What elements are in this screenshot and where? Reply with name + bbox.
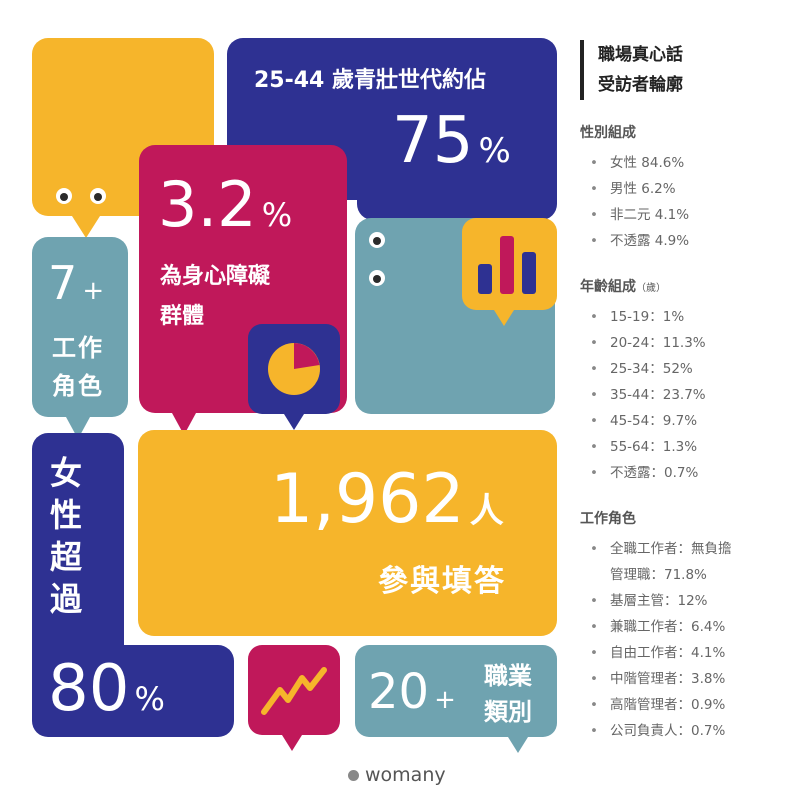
age-heading-unit: （歲） — [636, 283, 666, 294]
roles-stat-value: 7 — [48, 256, 78, 310]
women-stat-value: 80 — [48, 652, 130, 726]
women-stat-bubble — [32, 433, 124, 653]
roles-stat-line1: 工作 — [52, 334, 104, 362]
role-heading: 工作角色 — [580, 511, 636, 527]
list-item: 15-19：1% — [580, 304, 785, 330]
women-stat-char: 女 — [50, 454, 83, 492]
list-item: 35-44：23.7% — [580, 382, 785, 408]
logo-dot-icon — [348, 770, 359, 781]
disability-stat-value-wrap: 3.2 % — [158, 168, 292, 241]
roles-stat-plus: + — [82, 276, 105, 306]
yellow-face-bubble — [32, 38, 214, 216]
jobs-bubble-tail — [508, 737, 528, 753]
gender-heading: 性別組成 — [580, 125, 636, 141]
list-item: 女性 84.6% — [580, 150, 785, 176]
list-item: 全職工作者：無負擔 管理職：71.8% — [580, 536, 785, 588]
list-item: 中階管理者：3.8% — [580, 666, 785, 692]
jobs-stat-plus: + — [434, 685, 456, 715]
list-item-line2: 管理職：71.8% — [610, 567, 707, 583]
jobs-stat-value: 20 — [368, 664, 430, 720]
women-stat-unit: % — [134, 680, 165, 718]
teal-left-eye-icon — [369, 232, 385, 248]
age-stat-value: 75 — [392, 104, 474, 178]
jobs-stat-bubble — [355, 645, 557, 737]
list-item: 55-64：1.3% — [580, 434, 785, 460]
women-stat-char: 超 — [50, 538, 83, 576]
respondents-stat-bubble — [138, 430, 557, 636]
respondents-stat-caption: 參與填答 — [378, 564, 506, 599]
list-item: 不透露 4.9% — [580, 228, 785, 254]
list-item: 高階管理者：0.9% — [580, 692, 785, 718]
sidebar-title: 職場真心話 受訪者輪廓 — [580, 40, 785, 100]
yellow-bubble-tail — [72, 216, 100, 238]
women-stat-bubble-lower — [32, 645, 234, 737]
jobs-stat-value-wrap: 20 + — [368, 664, 456, 720]
age-stat-label: 25-44 歲青壯世代約佔 — [254, 68, 487, 93]
womany-logo: womany — [348, 764, 446, 786]
age-heading-text: 年齡組成 — [580, 279, 636, 295]
bar-chart-icon — [478, 236, 536, 294]
role-list: 全職工作者：無負擔 管理職：71.8% 基層主管：12% 兼職工作者：6.4% … — [580, 536, 785, 744]
list-item: 基層主管：12% — [580, 588, 785, 614]
roles-stat-value-wrap: 7 + — [48, 256, 104, 310]
women-stat-char: 過 — [50, 580, 83, 618]
sidebar-title-line1: 職場真心話 — [598, 45, 683, 65]
list-item: 兼職工作者：6.4% — [580, 614, 785, 640]
respondents-stat-unit: 人 — [469, 491, 504, 531]
roles-stat-line2: 角色 — [52, 372, 104, 400]
pie-chart-icon — [268, 343, 320, 395]
left-eye-icon — [56, 188, 72, 204]
roles-stat-bubble — [32, 237, 128, 417]
list-item: 不透露：0.7% — [580, 460, 785, 486]
list-item-line1: 全職工作者：無負擔 — [610, 541, 732, 557]
age-stat-unit: % — [478, 131, 511, 171]
disability-stat-unit: % — [261, 196, 293, 234]
line-chart-bubble-tail — [282, 735, 302, 751]
jobs-stat-line2: 類別 — [484, 698, 532, 726]
disability-stat-line1: 為身心障礙 — [160, 264, 271, 289]
jobs-stat-line1: 職業 — [484, 662, 532, 690]
bar-chart-bubble-tail — [494, 310, 514, 326]
age-list: 15-19：1% 20-24：11.3% 25-34：52% 35-44：23.… — [580, 304, 785, 486]
pie-chart-bubble-tail — [284, 414, 304, 430]
women-stat-char: 性 — [50, 496, 83, 534]
list-item: 自由工作者：4.1% — [580, 640, 785, 666]
respondents-stat-value-wrap: 1,962 人 — [270, 460, 504, 539]
age-heading: 年齡組成（歲） — [580, 276, 785, 296]
respondents-stat-value: 1,962 — [270, 460, 465, 539]
sidebar-title-line2: 受訪者輪廓 — [598, 75, 683, 95]
gender-list: 女性 84.6% 男性 6.2% 非二元 4.1% 不透露 4.9% — [580, 150, 785, 254]
line-chart-icon — [261, 667, 327, 715]
women-stat-value-wrap: 80 % — [48, 652, 165, 726]
list-item: 45-54：9.7% — [580, 408, 785, 434]
list-item: 25-34：52% — [580, 356, 785, 382]
list-item: 男性 6.2% — [580, 176, 785, 202]
crimson-bubble-tail — [172, 413, 196, 435]
list-item: 非二元 4.1% — [580, 202, 785, 228]
disability-stat-line2: 群體 — [160, 304, 205, 329]
respondent-profile-sidebar: 職場真心話 受訪者輪廓 性別組成 女性 84.6% 男性 6.2% 非二元 4.… — [580, 40, 785, 744]
logo-text: womany — [365, 764, 446, 786]
teal-right-eye-icon — [369, 270, 385, 286]
age-stat-bubble-lower — [357, 180, 557, 220]
right-eye-icon — [90, 188, 106, 204]
women-stat-chars: 女 性 超 過 — [50, 452, 90, 620]
list-item: 公司負責人：0.7% — [580, 718, 785, 744]
disability-stat-value: 3.2 — [158, 168, 257, 241]
list-item: 20-24：11.3% — [580, 330, 785, 356]
age-stat-value-wrap: 75 % — [392, 104, 511, 178]
